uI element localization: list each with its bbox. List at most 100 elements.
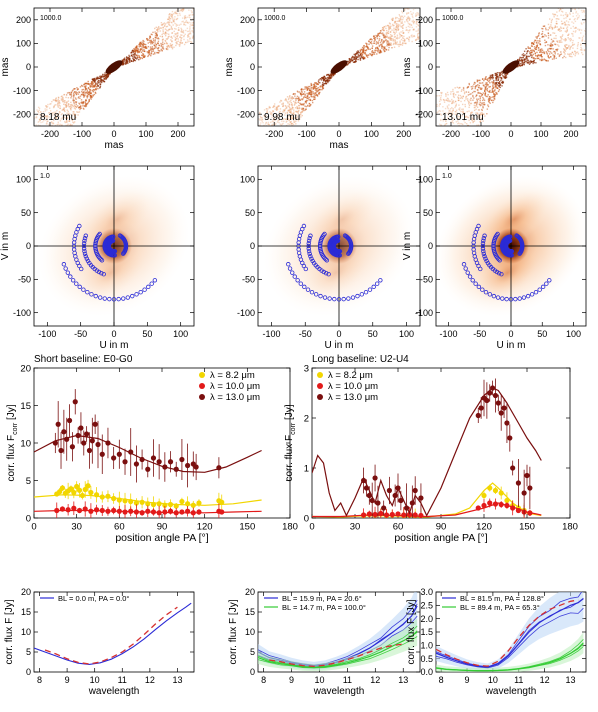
image-pixel bbox=[497, 90, 500, 93]
image-pixel bbox=[394, 43, 397, 45]
uv-point bbox=[138, 289, 143, 295]
image-pixel bbox=[173, 21, 175, 23]
y-tick-label: 10 bbox=[20, 438, 31, 449]
image-pixel bbox=[186, 16, 189, 18]
image-pixel bbox=[86, 89, 88, 91]
image-pixel bbox=[567, 53, 569, 55]
image-pixel bbox=[46, 121, 48, 123]
image-pixel bbox=[365, 49, 368, 51]
image-pixel bbox=[80, 101, 82, 104]
image-pixel bbox=[460, 135, 461, 136]
image-pixel bbox=[531, 55, 534, 57]
image-pixel bbox=[536, 44, 539, 46]
image-pixel bbox=[294, 101, 296, 104]
image-pixel bbox=[287, 123, 289, 125]
image-pixel bbox=[553, 50, 555, 53]
image-pixel bbox=[570, 27, 572, 29]
image-pixel bbox=[72, 105, 74, 108]
image-pixel bbox=[197, 18, 198, 19]
image-pixel bbox=[102, 73, 104, 76]
image-pixel bbox=[559, 9, 561, 11]
image-pixel bbox=[376, 42, 378, 44]
image-pixel bbox=[302, 104, 305, 106]
image-pixel bbox=[428, 30, 429, 31]
image-pixel bbox=[46, 105, 49, 108]
image-pixel bbox=[162, 23, 165, 25]
image-pixel bbox=[167, 37, 169, 39]
image-pixel bbox=[534, 48, 536, 50]
image-pixel bbox=[155, 47, 157, 49]
image-pixel bbox=[309, 90, 312, 92]
uv-point bbox=[295, 278, 300, 283]
image-pixel bbox=[574, 8, 577, 11]
image-pixel bbox=[169, 46, 171, 48]
image-pixel bbox=[276, 107, 279, 109]
image-pixel bbox=[417, 24, 420, 27]
image-pixel bbox=[72, 121, 74, 123]
scale-label: 1000.0 bbox=[442, 15, 464, 22]
image-pixel bbox=[68, 120, 71, 122]
x-tick-label: 200 bbox=[396, 129, 411, 139]
image-pixel bbox=[547, 29, 549, 31]
image-pixel bbox=[183, 8, 185, 10]
image-pixel bbox=[371, 47, 373, 49]
image-pixel bbox=[61, 117, 63, 119]
image-pixel bbox=[584, 31, 586, 33]
image-pixel bbox=[103, 75, 105, 78]
image-pixel bbox=[584, 17, 586, 20]
image-pixel bbox=[488, 97, 490, 100]
image-pixel bbox=[67, 100, 70, 102]
image-pixel bbox=[140, 51, 143, 54]
image-pixel bbox=[449, 100, 452, 102]
image-pixel bbox=[538, 32, 540, 34]
image-pixel bbox=[123, 58, 125, 61]
image-pixel bbox=[573, 27, 576, 29]
x-tick-label: 200 bbox=[563, 129, 578, 139]
image-pixel bbox=[307, 87, 310, 90]
image-pixel bbox=[590, 21, 591, 22]
image-pixel bbox=[41, 121, 44, 123]
image-pixel bbox=[481, 114, 484, 116]
image-pixel bbox=[537, 54, 539, 57]
image-pixel bbox=[179, 6, 180, 7]
image-pixel bbox=[268, 123, 270, 126]
image-pixel bbox=[361, 56, 364, 58]
x-tick-label: 90 bbox=[157, 522, 168, 533]
image-pixel bbox=[520, 57, 522, 59]
image-pixel bbox=[192, 36, 194, 39]
image-pixel bbox=[182, 10, 184, 12]
image-pixel bbox=[176, 35, 178, 37]
image-pixel bbox=[42, 116, 44, 118]
image-pixel bbox=[546, 53, 549, 55]
image-pixel bbox=[561, 1, 562, 2]
image-pixel bbox=[431, 31, 432, 32]
image-pixel bbox=[171, 43, 174, 46]
image-pixel bbox=[318, 92, 320, 94]
image-pixel bbox=[544, 44, 547, 47]
image-pixel bbox=[541, 51, 544, 54]
image-pixel bbox=[406, 17, 408, 19]
uv-point bbox=[473, 281, 478, 286]
image-pixel bbox=[354, 60, 357, 63]
image-pixel bbox=[189, 29, 191, 31]
uv-point bbox=[306, 238, 312, 243]
image-pixel bbox=[64, 133, 65, 134]
image-pixel bbox=[395, 20, 397, 23]
image-pixel bbox=[578, 8, 580, 10]
image-pixel bbox=[562, 51, 565, 53]
image-pixel bbox=[448, 99, 450, 102]
image-pixel bbox=[484, 92, 487, 94]
image-pixel bbox=[275, 144, 276, 145]
image-pixel bbox=[62, 109, 65, 111]
image-pixel bbox=[415, 19, 417, 21]
image-pixel bbox=[162, 43, 164, 46]
image-pixel bbox=[267, 123, 269, 125]
image-pixel bbox=[358, 54, 360, 57]
image-pixel bbox=[408, 36, 411, 38]
uv-point bbox=[306, 243, 311, 249]
image-pixel bbox=[548, 53, 551, 55]
image-pixel bbox=[68, 106, 70, 108]
image-pixel bbox=[484, 78, 487, 80]
image-pixel bbox=[296, 114, 298, 117]
image-pixel bbox=[490, 96, 492, 99]
